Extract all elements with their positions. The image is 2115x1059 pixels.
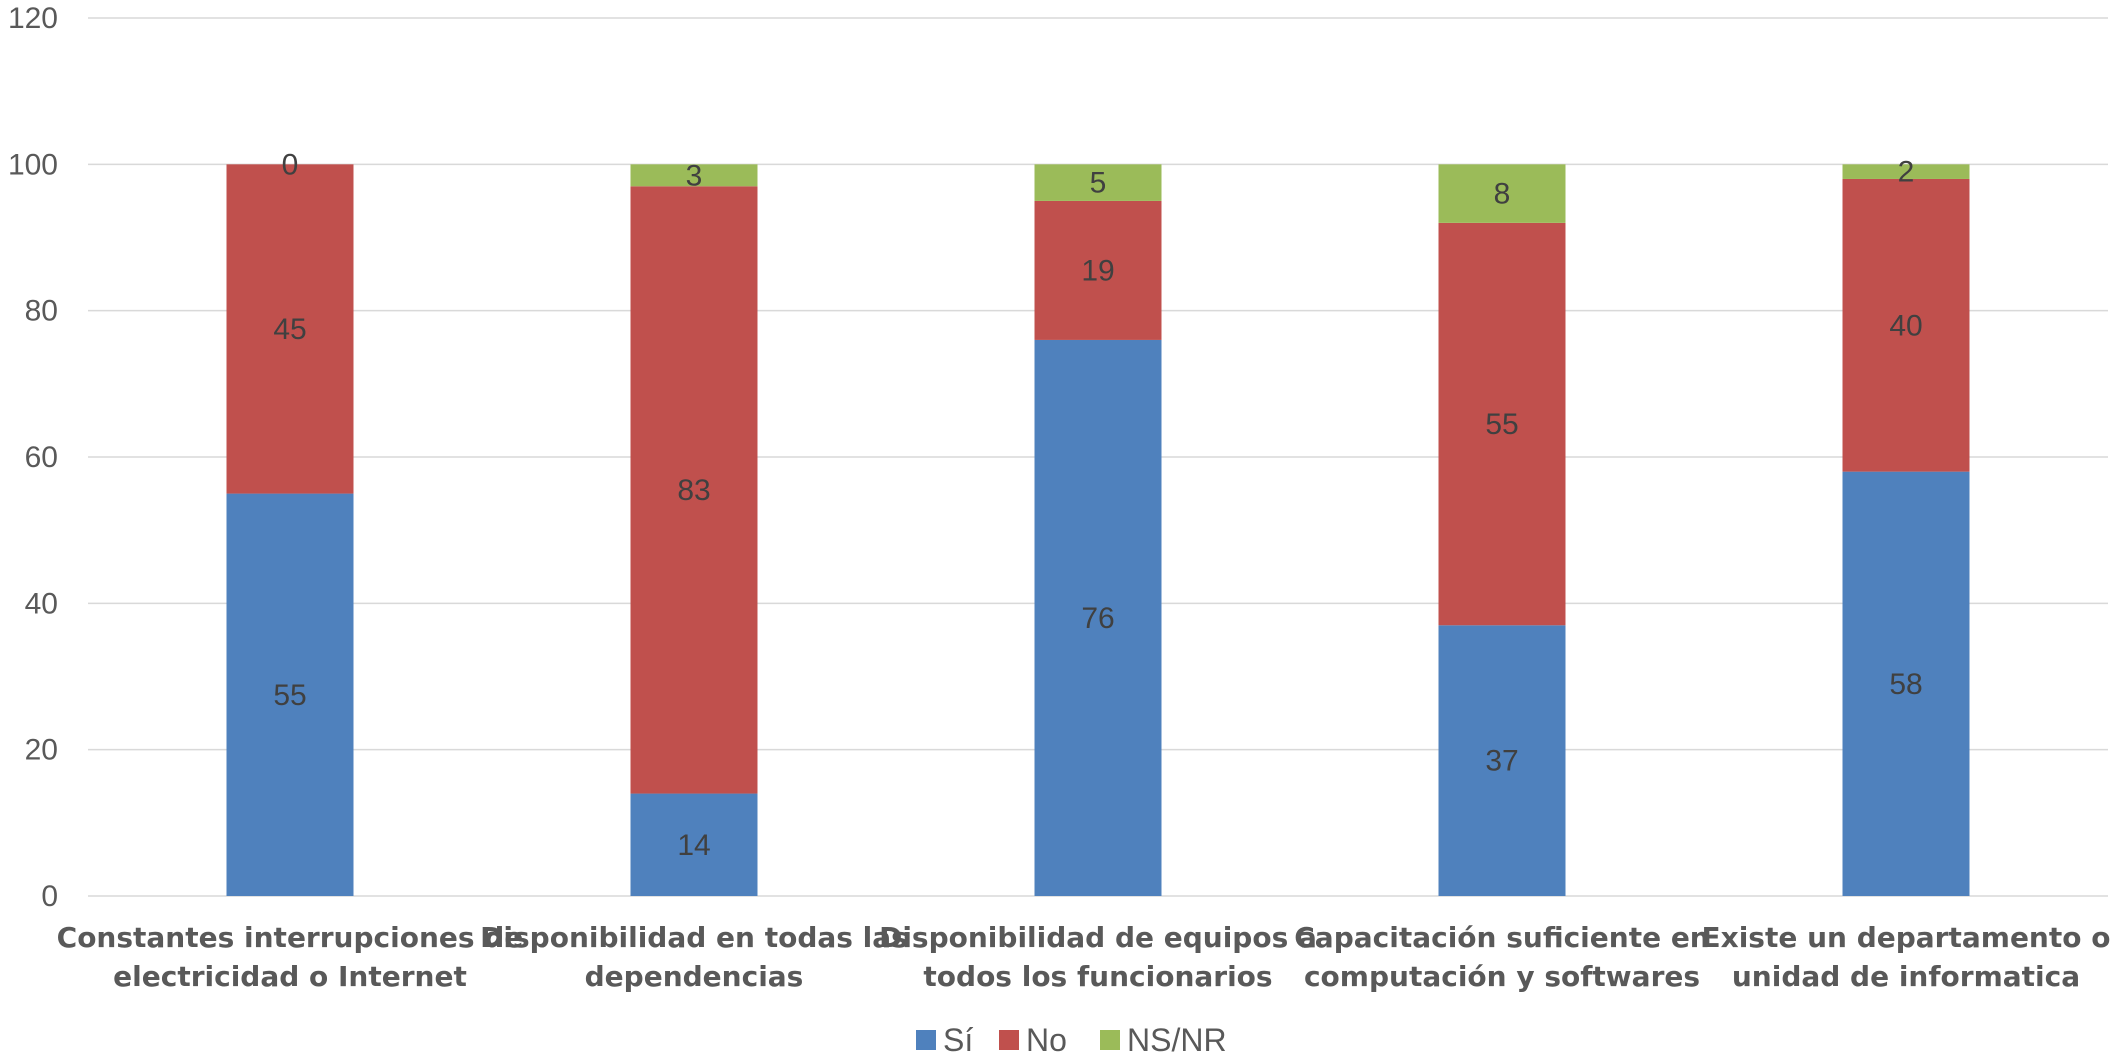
x-category-label: Existe un departamento o xyxy=(1702,921,2111,954)
x-category-label: Disponibilidad en todas las xyxy=(480,921,908,954)
y-tick-label: 80 xyxy=(25,295,58,328)
legend: Sí No NS/NR xyxy=(916,1022,1227,1058)
y-axis-ticks: 0 20 40 60 80 100 120 xyxy=(8,2,58,913)
data-label: 3 xyxy=(686,159,703,192)
y-tick-label: 100 xyxy=(8,148,58,181)
legend-swatch xyxy=(999,1030,1019,1050)
x-category-label: Disponibilidad de equipos a xyxy=(879,921,1317,954)
legend-label: Sí xyxy=(943,1022,973,1058)
bar-segment xyxy=(1438,625,1566,896)
bar-segment xyxy=(630,164,758,187)
y-tick-label: 60 xyxy=(25,441,58,474)
legend-label: No xyxy=(1026,1022,1067,1058)
x-axis-categories: Constantes interrupciones de electricidad… xyxy=(57,921,2111,993)
bar-segment xyxy=(1842,164,1970,179)
bar-segment xyxy=(630,793,758,896)
bar-segment xyxy=(1842,178,1970,472)
bar-segment xyxy=(1438,164,1566,223)
bar-segment xyxy=(1842,471,1970,896)
data-label: 55 xyxy=(273,679,306,712)
data-label: 37 xyxy=(1485,745,1518,778)
legend-swatch xyxy=(1100,1030,1120,1050)
bar-segment xyxy=(630,186,758,794)
data-label: 0 xyxy=(282,148,299,181)
data-label: 40 xyxy=(1889,309,1922,342)
x-category-label: Capacitación suficiente en xyxy=(1294,921,1710,954)
data-labels: 55 45 0 14 83 3 76 19 5 37 55 8 58 40 2 xyxy=(273,148,1922,861)
x-category-label: todos los funcionarios xyxy=(923,960,1272,993)
bar-segment xyxy=(226,493,354,896)
data-label: 2 xyxy=(1898,156,1915,189)
data-label: 19 xyxy=(1081,254,1114,287)
bars xyxy=(226,164,1970,896)
x-category-label: electricidad o Internet xyxy=(113,960,467,993)
y-tick-label: 40 xyxy=(25,587,58,620)
x-category-label: unidad de informatica xyxy=(1732,960,2080,993)
data-label: 45 xyxy=(273,313,306,346)
data-label: 58 xyxy=(1889,668,1922,701)
data-label: 14 xyxy=(677,829,710,862)
x-category-label: dependencias xyxy=(585,960,804,993)
y-tick-label: 0 xyxy=(41,880,58,913)
x-category-label: computación y softwares xyxy=(1304,960,1700,993)
bar-segment xyxy=(226,164,354,494)
x-category-label: Constantes interrupciones de xyxy=(57,921,524,954)
bar-segment xyxy=(1438,222,1566,626)
data-label: 83 xyxy=(677,474,710,507)
bar-segment xyxy=(1034,339,1162,896)
data-label: 8 xyxy=(1494,178,1511,211)
bar-segment xyxy=(1034,200,1162,340)
data-label: 55 xyxy=(1485,408,1518,441)
legend-swatch xyxy=(916,1030,936,1050)
y-tick-label: 120 xyxy=(8,2,58,35)
bar-segment xyxy=(1034,164,1162,201)
legend-label: NS/NR xyxy=(1127,1022,1227,1058)
data-label: 76 xyxy=(1081,602,1114,635)
data-label: 5 xyxy=(1090,167,1107,200)
y-tick-label: 20 xyxy=(25,734,58,767)
